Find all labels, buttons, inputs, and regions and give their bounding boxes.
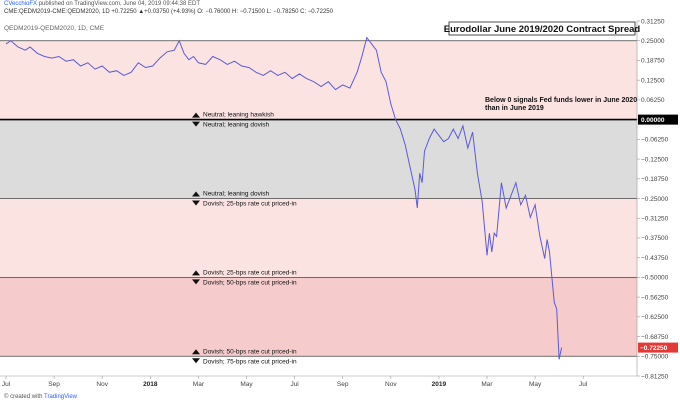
y-tick-label: −0.31250 (641, 216, 669, 223)
y-tick-label: 0.18750 (641, 58, 665, 65)
spread-series-line (5, 36, 563, 360)
x-tick-label: May (240, 381, 253, 388)
author-link[interactable]: CVecchioFX (4, 1, 38, 7)
symbol-label: QEDM2019-QEDM2020, 1D, CME (4, 25, 105, 32)
y-tick-label: −0.81250 (641, 373, 669, 380)
publish-info: CVecchioFX published on TradingView.com,… (4, 1, 200, 7)
up-arrow-icon (192, 349, 200, 355)
y-tick-label: −0.68750 (641, 334, 669, 341)
up-arrow-icon (192, 191, 200, 197)
zone-label-above: Neutral; leaning dovish (203, 191, 270, 198)
y-tick-label: 0.12500 (641, 77, 665, 84)
y-tick-label: 0.25000 (641, 38, 665, 45)
y-axis: 0.31250 0.25000 0.18750 0.12500 0.06250 0.000… (636, 18, 678, 380)
down-arrow-icon (192, 200, 200, 206)
y-tick-label: −0.56250 (641, 294, 669, 301)
footer: © created with TradingView (4, 394, 77, 400)
x-axis: Jul Sep Nov 2018 Mar May Jul Sep Nov 2019 Mar May Ju… (0, 375, 637, 388)
zone-band-3 (0, 277, 637, 357)
last-price-label: −0.72250 (640, 345, 668, 352)
down-arrow-icon (192, 358, 200, 364)
zone-label-below: Dovish; 75-bps rate cut priced-in (203, 358, 297, 365)
down-arrow-icon (192, 121, 200, 127)
x-tick-label: Sep (48, 381, 60, 388)
zone-label-below: Dovish; 25-bps rate cut priced-in (203, 201, 297, 208)
zone-boundaries (0, 40, 637, 357)
zone-band-0 (0, 40, 637, 120)
x-tick-label: Nov (385, 381, 397, 388)
x-tick-label: May (529, 381, 542, 388)
zero-price-label: 0.00000 (641, 117, 665, 124)
publish-date: published on TradingView.com, June 04, 2… (38, 1, 201, 7)
symbol-ohlc-line: CME:QEDM2019-CME:QEDM2020, 1D +0.72250 ▲… (4, 9, 333, 15)
x-tick-label: Jul (579, 381, 588, 388)
zone-label-above: Dovish; 25-bps rate cut priced-in (203, 269, 297, 276)
zone-label-above: Neutral; leaning hawkish (203, 112, 274, 119)
y-tick-label: −0.75000 (641, 354, 669, 361)
y-tick-label: −0.62500 (641, 314, 669, 321)
up-arrow-icon (192, 112, 200, 118)
x-tick-label: Mar (193, 381, 205, 388)
tradingview-link[interactable]: TradingView (44, 394, 78, 400)
overlay-texts: QEDM2019-QEDM2020, 1D, CME Eurodollar Jun… (4, 21, 641, 112)
y-tick-label: 0.31250 (641, 18, 665, 25)
x-tick-label: Mar (481, 381, 493, 388)
y-tick-label: −0.25000 (641, 196, 669, 203)
x-tick-label: Nov (96, 381, 108, 388)
y-tick-label: −0.37500 (641, 235, 669, 242)
series-line-group (5, 36, 563, 360)
x-tick-label: Sep (337, 381, 349, 388)
x-tick-label: Jul (290, 381, 299, 388)
zone-label-below: Neutral; leaning dovish (203, 122, 270, 129)
zero-price-box (638, 114, 678, 125)
zone-band-1 (0, 119, 637, 199)
y-tick-label: −0.50000 (641, 275, 669, 282)
zone-label-above: Dovish; 50-bps rate cut priced-in (203, 348, 297, 355)
y-tick-label: −0.06250 (641, 137, 669, 144)
last-price-box (638, 342, 678, 353)
chart-title: Eurodollar June 2019/2020 Contract Sprea… (444, 24, 641, 35)
x-tick-label: 2019 (432, 381, 447, 388)
y-tick-label: −0.12500 (641, 156, 669, 163)
zone-band-2 (0, 198, 637, 278)
y-tick-label: −0.43750 (641, 255, 669, 262)
x-tick-label: Jul (2, 381, 11, 388)
y-tick-label: 0.06250 (641, 97, 665, 104)
down-arrow-icon (192, 279, 200, 285)
up-arrow-icon (192, 270, 200, 276)
annotation-text: Below 0 signals Fed funds lower in June … (485, 97, 637, 104)
annotation-text: than in June 2019 (485, 105, 544, 112)
y-tick-label: −0.18750 (641, 176, 669, 183)
zone-bands (0, 40, 637, 357)
title-box (448, 21, 636, 36)
footer-copyright: © created with (4, 394, 43, 400)
zone-labels: Neutral; leaning hawkish Neutral; leaning… (192, 112, 297, 365)
x-tick-label: 2018 (143, 381, 158, 388)
zone-label-below: Dovish; 50-bps rate cut priced-in (203, 279, 297, 286)
